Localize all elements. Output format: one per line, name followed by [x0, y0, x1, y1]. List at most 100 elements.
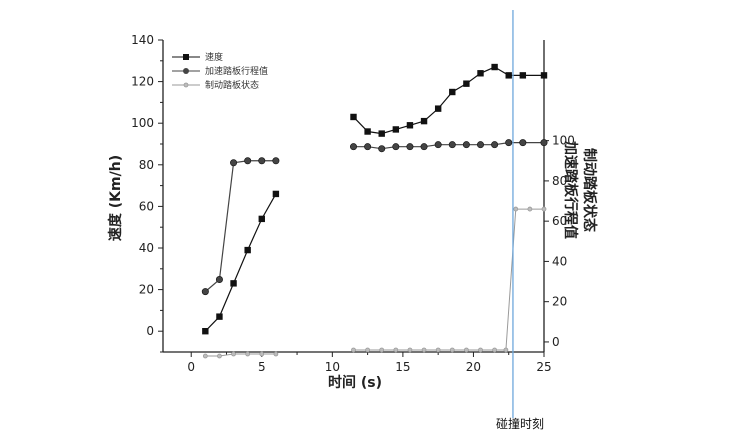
- series-line: [204, 193, 277, 332]
- data-point: [378, 130, 385, 137]
- data-point: [540, 139, 548, 147]
- legend-item: 加速踏板行程值: [172, 65, 268, 77]
- left-tick-label: 80: [139, 158, 154, 172]
- right-tick-label: 80: [552, 174, 567, 188]
- data-point: [364, 128, 371, 135]
- data-point: [420, 117, 428, 125]
- data-point: [505, 72, 512, 79]
- data-point: [379, 347, 385, 353]
- legend-label: 制动踏板状态: [205, 79, 259, 91]
- right-tick-label: 40: [552, 254, 567, 268]
- legend-item: 制动踏板状态: [172, 79, 259, 91]
- data-point: [244, 246, 251, 254]
- data-point: [477, 70, 484, 77]
- data-point: [350, 113, 357, 121]
- data-point: [505, 139, 513, 147]
- data-point: [364, 143, 372, 151]
- series-line: [353, 66, 544, 135]
- data-point: [273, 351, 279, 357]
- data-point: [365, 347, 371, 353]
- right-tick-label: 20: [552, 295, 567, 309]
- series-2: [201, 139, 548, 296]
- left-axis-ticks: 0 20 40 60 80 100 120 140: [131, 33, 163, 353]
- legend-label: 速度: [205, 51, 223, 63]
- series-3: [202, 206, 547, 359]
- data-point: [463, 80, 470, 87]
- data-point: [272, 190, 280, 198]
- data-point: [540, 72, 548, 79]
- data-point: [231, 351, 236, 357]
- data-point: [244, 157, 252, 165]
- data-point: [407, 347, 413, 353]
- series-layer: [201, 63, 548, 359]
- left-tick-label: 0: [146, 324, 154, 338]
- data-point: [202, 353, 208, 359]
- data-point: [245, 351, 251, 357]
- data-point: [230, 280, 237, 287]
- left-tick-label: 20: [139, 283, 154, 297]
- legend-marker: [183, 54, 189, 60]
- legend-marker: [183, 68, 189, 74]
- data-point: [478, 347, 483, 353]
- data-point: [541, 206, 547, 212]
- left-tick-label: 40: [139, 241, 154, 255]
- data-point: [448, 141, 456, 149]
- left-tick-label: 120: [131, 75, 154, 89]
- data-point: [513, 206, 519, 212]
- x-tick-label: 20: [466, 360, 481, 374]
- data-point: [491, 63, 498, 71]
- data-point: [421, 347, 427, 353]
- data-point: [378, 145, 386, 153]
- legend-item: 速度: [172, 51, 223, 63]
- legend-label: 加速踏板行程值: [205, 65, 268, 77]
- data-point: [406, 143, 414, 151]
- data-point: [476, 141, 484, 149]
- data-point: [351, 347, 356, 353]
- right-tick-label: 0: [552, 335, 560, 349]
- right-axis-title-line-2: 制动踏板状态: [581, 148, 598, 232]
- x-tick-label: 0: [187, 360, 195, 374]
- x-tick-label: 10: [325, 360, 340, 374]
- data-point: [258, 157, 266, 165]
- series-line: [353, 208, 544, 351]
- data-point: [393, 347, 399, 353]
- collision-marker-label: 碰撞时刻: [496, 416, 544, 431]
- right-axis-title-line-1: 加速踏板行程值: [562, 140, 579, 239]
- data-point: [434, 105, 442, 112]
- data-point: [406, 122, 414, 129]
- data-point: [492, 347, 498, 353]
- data-point: [215, 276, 223, 284]
- data-point: [503, 347, 509, 353]
- x-axis-ticks: 0 5 10 15 20 25: [187, 352, 552, 374]
- right-tick-label: 100: [552, 134, 575, 148]
- data-point: [435, 347, 441, 353]
- x-tick-label: 15: [395, 360, 410, 374]
- data-point: [201, 288, 209, 296]
- annotation-layer: 碰撞时刻: [496, 10, 544, 431]
- left-tick-label: 140: [131, 33, 154, 47]
- data-point: [434, 141, 442, 149]
- data-point: [392, 143, 400, 151]
- data-point: [527, 206, 533, 212]
- data-point: [449, 88, 456, 96]
- data-point: [216, 313, 223, 320]
- left-tick-label: 60: [139, 199, 154, 213]
- data-point: [349, 143, 357, 151]
- data-point: [259, 351, 265, 357]
- left-axis-title: 速度 (Km/h): [107, 155, 124, 241]
- data-point: [449, 347, 455, 353]
- right-tick-label: 60: [552, 214, 567, 228]
- right-axis-ticks: 0 20 40 60 80 100: [544, 134, 575, 349]
- data-point: [491, 141, 499, 149]
- data-point: [463, 347, 469, 353]
- data-point: [462, 141, 470, 149]
- data-point: [519, 72, 527, 79]
- data-point: [392, 126, 400, 133]
- series-line: [204, 160, 276, 293]
- data-point: [258, 215, 265, 223]
- data-point: [272, 157, 280, 165]
- data-point: [519, 139, 527, 147]
- series-line: [205, 353, 276, 357]
